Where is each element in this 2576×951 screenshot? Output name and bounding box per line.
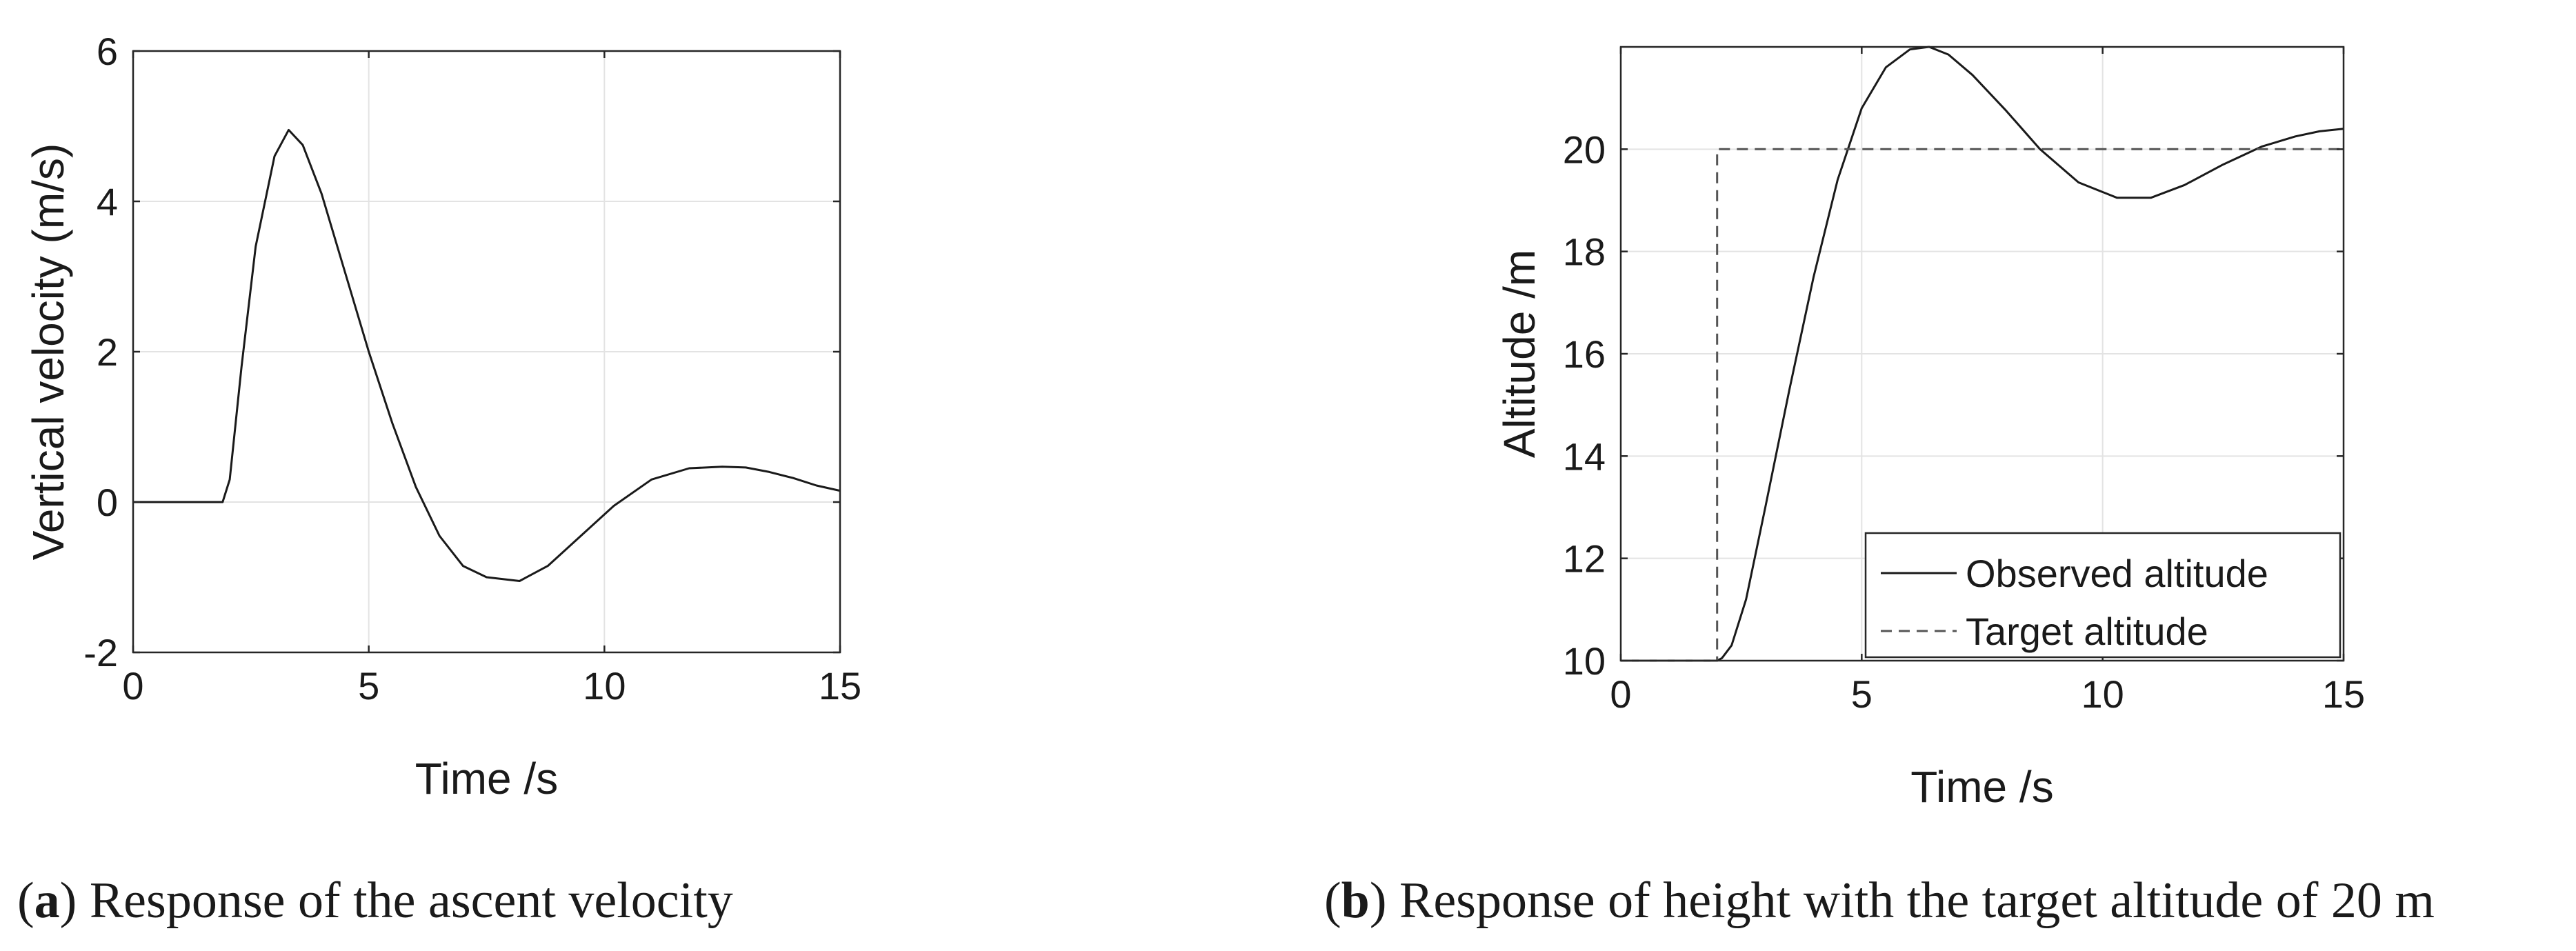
- series-line: [133, 128, 841, 582]
- x-tick-label: 0: [1610, 672, 1631, 716]
- x-tick-label: 10: [2081, 672, 2124, 716]
- x-tick-label: 10: [583, 664, 626, 708]
- legend-box: [1864, 532, 2342, 659]
- y-tick-label: -2: [83, 631, 118, 674]
- caption-text: Response of the ascent velocity: [90, 872, 733, 929]
- x-tick-label: 0: [122, 664, 143, 708]
- x-tick-label: 15: [2322, 672, 2365, 716]
- y-tick-label: 6: [97, 30, 118, 73]
- panel-b-chart: 0 5 10 15 10 12 14 16 18 20 Time /s Altitude /m Obse…: [1495, 46, 2365, 812]
- x-tick-label: 5: [1851, 672, 1873, 716]
- x-tick-label: 15: [819, 664, 861, 708]
- caption-letter: b: [1341, 872, 1370, 929]
- x-axis-label: Time /s: [1910, 762, 2053, 812]
- y-tick-label: 20: [1563, 128, 1606, 171]
- y-tick-label: 14: [1563, 434, 1606, 478]
- caption-open-paren: (: [17, 872, 34, 929]
- caption-letter: a: [34, 872, 60, 929]
- caption-text: Response of height with the target altit…: [1399, 872, 2435, 929]
- legend-label: Observed altitude: [1966, 552, 2268, 595]
- y-tick-label: 0: [97, 481, 118, 524]
- legend: Observed altitude Target altitude: [1864, 532, 2342, 659]
- y-tick-label: 10: [1563, 639, 1606, 683]
- caption-close-paren: ): [60, 872, 90, 929]
- y-tick-label: 18: [1563, 230, 1606, 274]
- caption-panel-b: (b) Response of height with the target a…: [1324, 872, 2435, 929]
- captions: (a) Response of the ascent velocity (b) R…: [17, 872, 2435, 929]
- series-target-altitude: [1621, 148, 2344, 662]
- y-tick-label: 12: [1563, 537, 1606, 581]
- legend-label: Target altitude: [1966, 610, 2208, 653]
- y-tick-label: 2: [97, 330, 118, 374]
- y-tick-label: 16: [1563, 332, 1606, 376]
- caption-open-paren: (: [1324, 872, 1341, 929]
- caption-panel-a: (a) Response of the ascent velocity: [17, 872, 733, 929]
- y-axis-label: Altitude /m: [1495, 250, 1544, 458]
- x-tick-label: 5: [358, 664, 379, 708]
- caption-close-paren: ): [1370, 872, 1399, 929]
- x-axis-label: Time /s: [415, 754, 558, 803]
- y-tick-label: 4: [97, 180, 118, 223]
- y-axis-label: Vertical velocity (m/s): [23, 143, 73, 561]
